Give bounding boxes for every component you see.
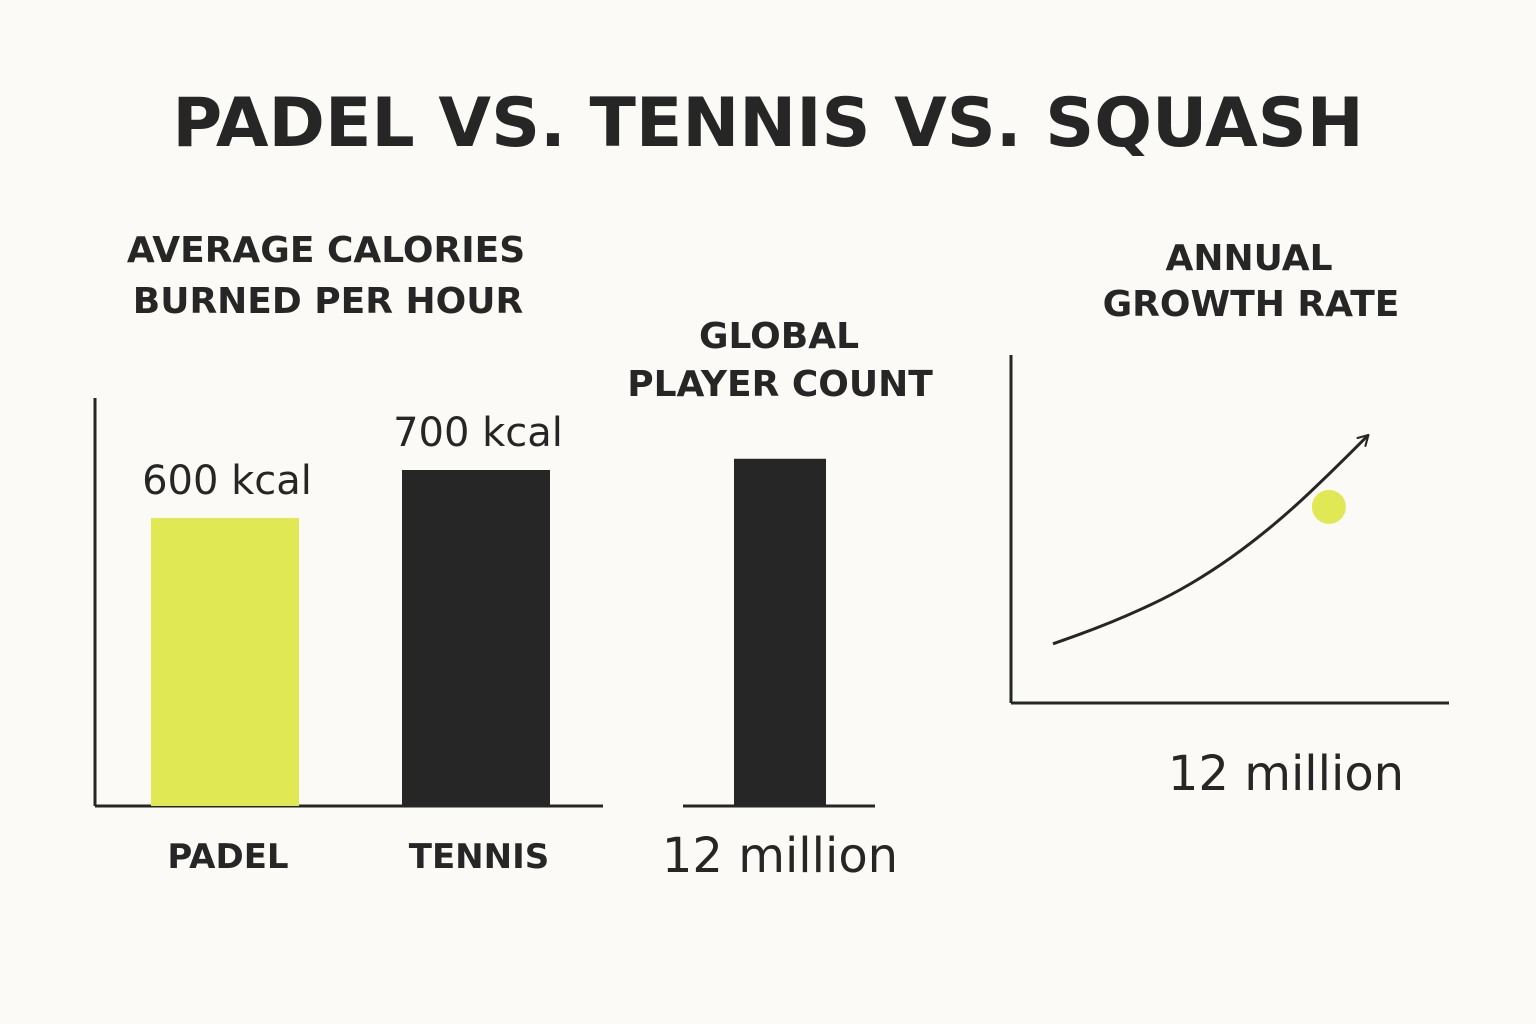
growth-highlight-point — [1311, 489, 1346, 524]
bar-tennis — [402, 470, 550, 806]
bar-padel — [151, 518, 299, 806]
growth-rate-title-line-1: ANNUAL — [1165, 238, 1332, 279]
growth-rate-title-line-2: GROWTH RATE — [1103, 284, 1400, 325]
bar-global-player-count — [734, 458, 826, 806]
category-label-padel: PADEL — [167, 837, 288, 877]
page-title: PADEL VS. TENNIS VS. SQUASH — [172, 84, 1363, 163]
player-count-value-label: 12 million — [662, 828, 898, 884]
growth-rate-caption: 12 million — [1168, 746, 1404, 802]
bar-padel-value-label: 600 kcal — [142, 458, 312, 504]
growth-rate-chart: ANNUAL GROWTH RATE 12 million — [1009, 238, 1449, 802]
growth-trend-line — [1052, 433, 1370, 646]
player-count-title-line-2: PLAYER COUNT — [627, 364, 933, 405]
calories-chart-title-line-2: BURNED PER HOUR — [133, 281, 523, 322]
player-count-chart: GLOBAL PLAYER COUNT 12 million — [627, 316, 933, 884]
player-count-title-line-1: GLOBAL — [699, 316, 859, 357]
calories-chart: AVERAGE CALORIES BURNED PER HOUR 600 kca… — [93, 230, 603, 877]
category-label-tennis: TENNIS — [409, 837, 549, 877]
bar-tennis-value-label: 700 kcal — [393, 410, 563, 456]
calories-chart-title-line-1: AVERAGE CALORIES — [127, 230, 525, 271]
